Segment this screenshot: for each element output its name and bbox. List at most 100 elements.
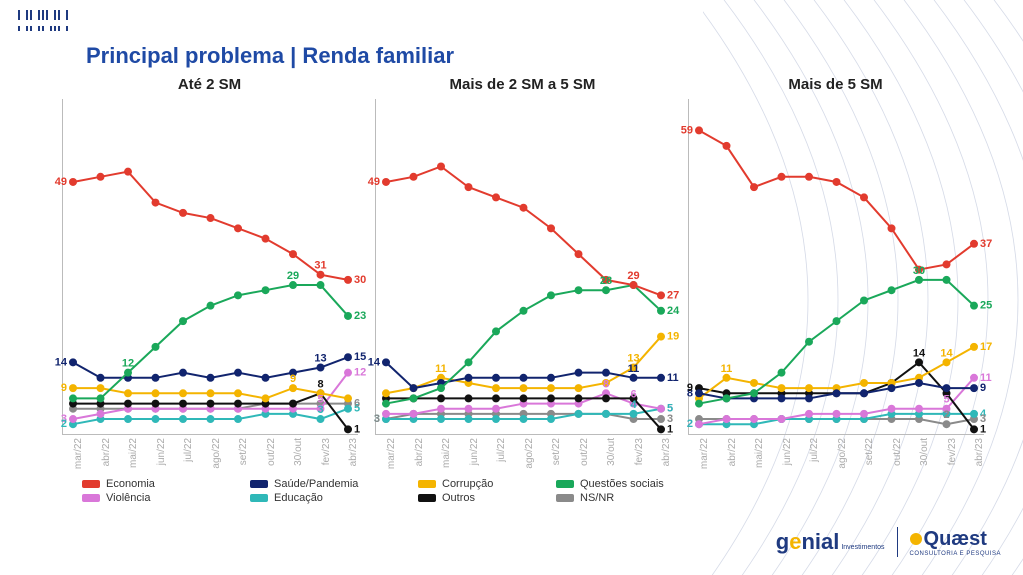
- logos: genialInvestimentos Quæst CONSULTORIA E …: [776, 527, 1001, 557]
- series-point: [575, 369, 583, 377]
- x-tick-label: set/22: [238, 438, 240, 465]
- point-label: 14: [55, 356, 68, 368]
- series-point: [69, 415, 77, 423]
- series-point: [860, 389, 868, 397]
- series-point: [344, 425, 352, 433]
- series-point: [970, 425, 978, 433]
- series-point: [778, 369, 786, 377]
- series-point: [805, 384, 813, 392]
- point-label: 25: [980, 300, 992, 312]
- series-point: [492, 394, 500, 402]
- page-title: Principal problema | Renda familiar: [86, 43, 454, 69]
- series-point: [234, 291, 242, 299]
- point-label: 24: [667, 305, 680, 317]
- legend-swatch: [556, 480, 574, 488]
- series-point: [750, 415, 758, 423]
- series-point: [344, 312, 352, 320]
- x-tick-label: mar/22: [386, 438, 388, 469]
- series-point: [344, 353, 352, 361]
- series-point: [860, 410, 868, 418]
- legend-label: Questões sociais: [580, 478, 664, 490]
- point-label: 59: [681, 124, 693, 136]
- series-point: [124, 369, 132, 377]
- x-tick-label: mar/22: [699, 438, 701, 469]
- series-point: [970, 384, 978, 392]
- series-line: [386, 167, 661, 296]
- series-point: [888, 384, 896, 392]
- series-point: [520, 374, 528, 382]
- point-label: 37: [980, 238, 992, 250]
- legend-swatch: [82, 494, 100, 502]
- point-label: 1: [980, 423, 986, 435]
- series-point: [207, 302, 215, 310]
- legend-label: Saúde/Pandemia: [274, 478, 358, 490]
- series-point: [382, 400, 390, 408]
- series-point: [317, 415, 325, 423]
- series-point: [152, 400, 160, 408]
- series-point: [179, 209, 187, 217]
- x-tick-label: jul/22: [809, 438, 811, 462]
- point-label: 1: [354, 423, 360, 435]
- point-label: 15: [354, 351, 366, 363]
- x-tick-label: abr/23: [348, 438, 350, 466]
- x-tick-label: set/22: [551, 438, 553, 465]
- series-point: [805, 173, 813, 181]
- series-point: [970, 410, 978, 418]
- point-label: 11: [721, 363, 733, 375]
- point-label: 9: [980, 382, 986, 394]
- x-tick-label: ago/22: [211, 438, 213, 469]
- series-point: [575, 286, 583, 294]
- x-tick-label: out/22: [266, 438, 268, 466]
- series-point: [317, 364, 325, 372]
- series-point: [492, 384, 500, 392]
- series-point: [317, 271, 325, 279]
- series-point: [382, 358, 390, 366]
- legend-swatch: [250, 494, 268, 502]
- series-point: [750, 183, 758, 191]
- series-point: [152, 415, 160, 423]
- series-point: [410, 410, 418, 418]
- series-point: [262, 235, 270, 243]
- series-point: [382, 410, 390, 418]
- legend-swatch: [418, 494, 436, 502]
- point-label: 29: [627, 270, 639, 282]
- series-point: [382, 389, 390, 397]
- series-point: [410, 384, 418, 392]
- series-point: [520, 204, 528, 212]
- series-point: [465, 415, 473, 423]
- series-point: [234, 389, 242, 397]
- series-point: [465, 358, 473, 366]
- point-label: 29: [287, 270, 299, 282]
- panel: Mais de 5 SMmar/22abr/22mai/22jun/22jul/…: [688, 76, 983, 435]
- series-point: [888, 405, 896, 413]
- x-tick-label: fev/23: [947, 438, 949, 465]
- series-point: [152, 199, 160, 207]
- series-point: [547, 415, 555, 423]
- point-label: 6: [354, 398, 360, 410]
- series-point: [630, 410, 638, 418]
- point-label: 8: [603, 378, 609, 390]
- series-point: [943, 384, 951, 392]
- panel-title: Mais de 2 SM a 5 SM: [375, 76, 670, 93]
- series-point: [97, 394, 105, 402]
- panel-title: Até 2 SM: [62, 76, 357, 93]
- point-label: 27: [667, 289, 679, 301]
- series-point: [778, 415, 786, 423]
- series-point: [234, 224, 242, 232]
- point-label: 13: [627, 353, 639, 365]
- x-tick-label: 30/out: [606, 438, 608, 466]
- slide: Principal problema | Renda familiar Até …: [0, 0, 1023, 575]
- panels-row: Até 2 SMmar/22abr/22mai/22jun/22jul/22ag…: [62, 76, 982, 435]
- series-point: [207, 214, 215, 222]
- series-point: [805, 394, 813, 402]
- series-point: [547, 384, 555, 392]
- series-point: [207, 415, 215, 423]
- x-tick-label: jun/22: [469, 438, 471, 465]
- legend-label: Economia: [106, 478, 155, 490]
- point-label: 17: [980, 341, 992, 353]
- series-point: [262, 394, 270, 402]
- series-point: [943, 420, 951, 428]
- point-label: 11: [628, 363, 640, 375]
- legend-swatch: [250, 480, 268, 488]
- series-point: [833, 410, 841, 418]
